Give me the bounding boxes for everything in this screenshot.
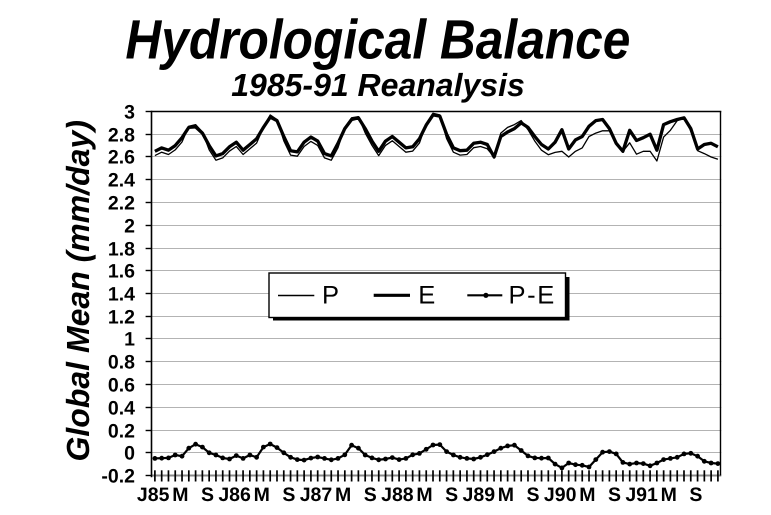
svg-text:Global Mean (mm/day): Global Mean (mm/day) (60, 120, 96, 461)
svg-text:E: E (418, 282, 435, 310)
svg-text:J86: J86 (218, 484, 251, 506)
svg-text:0: 0 (124, 443, 135, 465)
svg-text:P-E: P-E (509, 282, 556, 310)
svg-text:S: S (608, 484, 621, 506)
svg-text:0.4: 0.4 (108, 398, 135, 420)
svg-text:2.8: 2.8 (108, 125, 135, 147)
svg-text:S: S (689, 484, 702, 506)
svg-text:1: 1 (124, 329, 135, 351)
svg-text:Hydrological Balance: Hydrological Balance (125, 8, 630, 70)
svg-text:J85: J85 (137, 484, 170, 506)
svg-text:2.2: 2.2 (108, 193, 135, 215)
svg-text:M: M (172, 484, 188, 506)
svg-text:M: M (416, 484, 432, 506)
svg-text:S: S (527, 484, 540, 506)
svg-text:0.6: 0.6 (108, 375, 135, 397)
svg-text:J90: J90 (544, 484, 577, 506)
svg-text:S: S (282, 484, 295, 506)
svg-text:J88: J88 (381, 484, 414, 506)
svg-text:0.2: 0.2 (108, 421, 135, 443)
svg-text:S: S (201, 484, 214, 506)
svg-text:3: 3 (124, 102, 135, 124)
svg-text:M: M (335, 484, 351, 506)
svg-text:J87: J87 (300, 484, 333, 506)
svg-text:M: M (661, 484, 677, 506)
svg-text:1.2: 1.2 (108, 307, 135, 329)
svg-text:P: P (322, 282, 339, 310)
svg-text:2.4: 2.4 (108, 170, 135, 192)
svg-text:S: S (364, 484, 377, 506)
svg-text:1985-91 Reanalysis: 1985-91 Reanalysis (231, 67, 525, 103)
svg-text:M: M (498, 484, 514, 506)
svg-text:J89: J89 (463, 484, 496, 506)
svg-text:-0.2: -0.2 (101, 466, 135, 488)
svg-text:2.6: 2.6 (108, 147, 135, 169)
svg-text:1.8: 1.8 (108, 239, 135, 261)
svg-text:M: M (254, 484, 270, 506)
svg-text:1.4: 1.4 (108, 284, 135, 306)
svg-text:2: 2 (124, 216, 135, 238)
svg-text:1.6: 1.6 (108, 261, 135, 283)
svg-text:J91: J91 (625, 484, 658, 506)
svg-text:M: M (579, 484, 595, 506)
svg-text:S: S (445, 484, 458, 506)
svg-text:0.8: 0.8 (108, 352, 135, 374)
